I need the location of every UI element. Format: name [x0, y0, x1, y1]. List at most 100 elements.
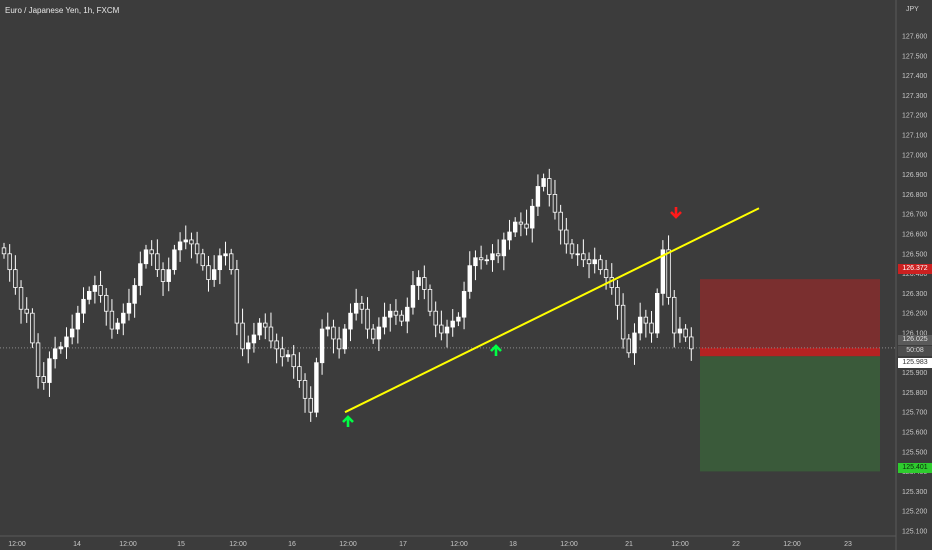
candle-body — [672, 296, 677, 334]
candle-body — [126, 302, 132, 314]
candle-body — [24, 308, 29, 314]
candle-body — [308, 397, 313, 413]
stop-price-badge: 126.372 — [898, 264, 932, 274]
price-tick-label: 126.600 — [902, 232, 927, 239]
price-tick-label: 126.200 — [902, 311, 927, 318]
price-tick-label: 125.800 — [902, 390, 927, 397]
candle-body — [166, 269, 171, 282]
time-tick-label: 12:00 — [560, 541, 578, 548]
candle-body — [683, 328, 688, 338]
price-tick-label: 127.200 — [902, 113, 927, 120]
candle-body — [121, 312, 126, 324]
time-tick-label: 15 — [177, 541, 185, 548]
candle-body — [473, 257, 478, 267]
time-tick-label: 21 — [625, 541, 633, 548]
candle-body — [92, 285, 98, 292]
candle-body — [484, 259, 489, 262]
candle-body — [297, 366, 302, 381]
candle-body — [302, 380, 308, 399]
candle-body — [490, 253, 495, 261]
candle-body — [410, 285, 416, 308]
candle-body — [456, 316, 461, 322]
price-tick-label: 125.700 — [902, 410, 927, 417]
candle-body — [518, 221, 524, 225]
candle-body — [547, 178, 552, 195]
candle-body — [393, 310, 399, 316]
candle-body — [87, 291, 92, 300]
buy-arrow-icon — [490, 344, 502, 356]
candle-body — [274, 340, 279, 350]
candle-body — [603, 269, 609, 278]
candle-body — [268, 326, 274, 342]
candle-body — [575, 253, 580, 256]
price-tick-label: 127.400 — [902, 73, 927, 80]
time-tick-label: 14 — [73, 541, 81, 548]
candle-body — [149, 249, 154, 255]
candle-body — [433, 310, 438, 326]
candle-body — [177, 241, 183, 251]
entry-price-badge: 125.983 — [898, 358, 932, 368]
open-loss-band — [700, 347, 880, 357]
price-tick-label: 126.300 — [902, 291, 927, 298]
time-tick-label: 17 — [399, 541, 407, 548]
currency-label: JPY — [906, 6, 919, 13]
candle-body — [626, 338, 631, 354]
candle-body — [535, 186, 541, 207]
price-tick-label: 127.300 — [902, 93, 927, 100]
candle-body — [246, 342, 251, 350]
candle-body — [444, 326, 450, 334]
candle-body — [336, 338, 342, 350]
price-tick-label: 127.600 — [902, 34, 927, 41]
candle-body — [263, 322, 268, 328]
candle-body — [342, 328, 347, 350]
candle-body — [183, 239, 188, 243]
candle-body — [189, 239, 194, 245]
price-tick-label: 125.100 — [902, 529, 927, 536]
candle-body — [666, 249, 671, 298]
trend-line[interactable] — [344, 207, 760, 414]
candle-body — [558, 211, 563, 231]
candle-body — [138, 263, 143, 286]
candle-body — [365, 308, 370, 330]
candle-body — [64, 336, 69, 348]
candle-body — [359, 302, 365, 310]
candle-body — [81, 298, 86, 314]
candle-body — [155, 253, 160, 271]
stop-loss-zone — [700, 279, 880, 357]
candle-body — [325, 326, 330, 330]
candle-body — [200, 253, 205, 267]
time-tick-label: 23 — [844, 541, 852, 548]
candle-body — [427, 289, 433, 312]
candle-body — [331, 326, 336, 340]
candle-body — [353, 302, 359, 314]
candle-body — [69, 328, 75, 338]
candle-body — [75, 312, 81, 330]
candle-body — [160, 269, 166, 282]
candle-body — [660, 249, 666, 294]
candle-body — [132, 285, 137, 304]
candle-body — [52, 348, 58, 360]
time-tick-label: 12:00 — [450, 541, 468, 548]
buy-arrow-icon — [342, 415, 354, 427]
candle-body — [439, 324, 444, 334]
candle-body — [41, 376, 46, 383]
candle-body — [18, 287, 24, 310]
price-tick-label: 127.100 — [902, 133, 927, 140]
candle-body — [643, 316, 649, 324]
candle-body — [35, 342, 41, 377]
price-tick-label: 125.900 — [902, 370, 927, 377]
candle-body — [370, 328, 376, 340]
candle-body — [541, 178, 546, 187]
candle-body — [251, 334, 257, 344]
price-tick-label: 126.400 — [902, 271, 927, 278]
candle-body — [172, 249, 177, 271]
candle-body — [13, 269, 18, 288]
candle-body — [211, 269, 217, 280]
candle-body — [399, 314, 404, 322]
time-tick-label: 12:00 — [671, 541, 689, 548]
candle-body — [388, 310, 393, 318]
price-tick-label: 126.100 — [902, 331, 927, 338]
candle-body — [586, 259, 592, 265]
candle-body — [194, 243, 200, 255]
